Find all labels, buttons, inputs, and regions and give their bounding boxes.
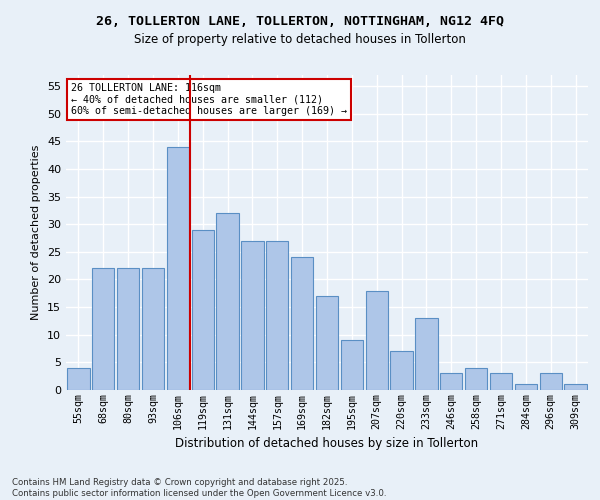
Y-axis label: Number of detached properties: Number of detached properties xyxy=(31,145,41,320)
Bar xyxy=(241,241,263,390)
Bar xyxy=(415,318,437,390)
Bar xyxy=(341,340,363,390)
Bar xyxy=(266,241,289,390)
Bar xyxy=(391,352,413,390)
Bar xyxy=(539,374,562,390)
Bar xyxy=(465,368,487,390)
Bar xyxy=(92,268,115,390)
Bar xyxy=(515,384,537,390)
X-axis label: Distribution of detached houses by size in Tollerton: Distribution of detached houses by size … xyxy=(175,437,479,450)
Bar xyxy=(142,268,164,390)
Bar xyxy=(291,258,313,390)
Text: 26, TOLLERTON LANE, TOLLERTON, NOTTINGHAM, NG12 4FQ: 26, TOLLERTON LANE, TOLLERTON, NOTTINGHA… xyxy=(96,15,504,28)
Bar xyxy=(440,374,463,390)
Text: Contains HM Land Registry data © Crown copyright and database right 2025.
Contai: Contains HM Land Registry data © Crown c… xyxy=(12,478,386,498)
Bar xyxy=(191,230,214,390)
Text: 26 TOLLERTON LANE: 116sqm
← 40% of detached houses are smaller (112)
60% of semi: 26 TOLLERTON LANE: 116sqm ← 40% of detac… xyxy=(71,83,347,116)
Bar xyxy=(167,147,189,390)
Bar xyxy=(490,374,512,390)
Bar xyxy=(217,213,239,390)
Bar xyxy=(117,268,139,390)
Bar xyxy=(365,290,388,390)
Text: Size of property relative to detached houses in Tollerton: Size of property relative to detached ho… xyxy=(134,32,466,46)
Bar xyxy=(67,368,89,390)
Bar xyxy=(316,296,338,390)
Bar xyxy=(565,384,587,390)
